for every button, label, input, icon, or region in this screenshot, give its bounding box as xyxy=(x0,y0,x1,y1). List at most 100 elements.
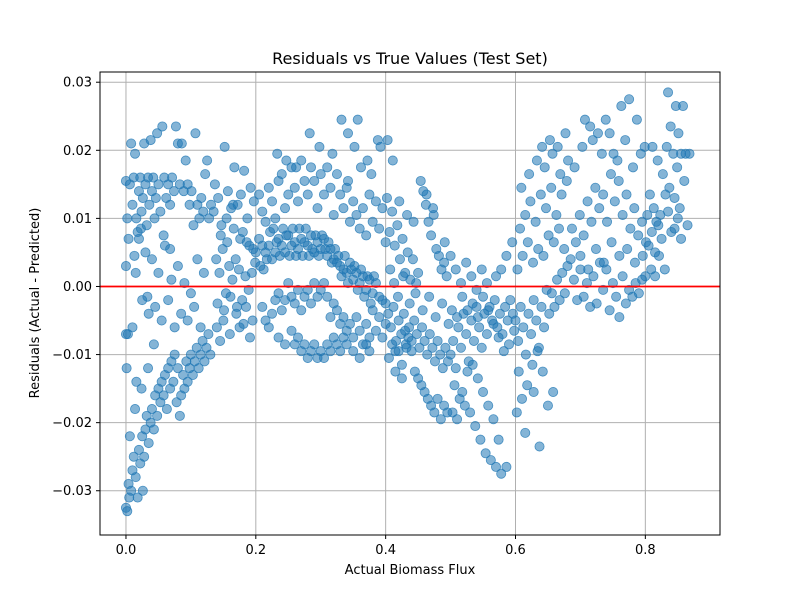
scatter-point xyxy=(647,141,658,152)
scatter-point xyxy=(672,162,683,173)
scatter-point xyxy=(547,148,558,159)
scatter-point xyxy=(244,332,255,343)
scatter-point xyxy=(165,199,176,210)
scatter-point xyxy=(291,162,302,173)
scatter-point xyxy=(448,335,459,346)
scatter-point xyxy=(172,363,183,374)
scatter-point xyxy=(552,274,563,285)
scatter-point xyxy=(598,189,609,200)
scatter-point xyxy=(163,295,174,306)
scatter-point xyxy=(142,291,153,302)
scatter-point xyxy=(684,148,695,159)
scatter-point xyxy=(296,346,307,357)
scatter-point xyxy=(501,250,512,261)
scatter-point xyxy=(512,264,523,275)
scatter-point xyxy=(130,404,141,415)
scatter-point xyxy=(652,155,663,166)
scatter-point xyxy=(273,288,284,299)
scatter-point xyxy=(257,206,268,217)
scatter-point xyxy=(348,332,359,343)
scatter-point xyxy=(450,363,461,374)
scatter-point xyxy=(267,196,278,207)
scatter-point xyxy=(461,329,472,340)
scatter-point xyxy=(528,257,539,268)
scatter-point xyxy=(196,192,207,203)
scatter-point xyxy=(548,237,559,248)
scatter-point xyxy=(394,254,405,265)
scatter-point xyxy=(325,182,336,193)
scatter-point xyxy=(660,189,671,200)
y-tick-label: 0.03 xyxy=(63,76,92,91)
scatter-point xyxy=(342,278,353,289)
scatter-point xyxy=(209,179,220,190)
scatter-point xyxy=(199,356,210,367)
scatter-point xyxy=(590,182,601,193)
scatter-point xyxy=(318,189,329,200)
scatter-point xyxy=(432,393,443,404)
scatter-point xyxy=(192,254,203,265)
scatter-point xyxy=(246,267,257,278)
scatter-point xyxy=(531,155,542,166)
scatter-point xyxy=(157,121,168,132)
scatter-point xyxy=(491,461,502,472)
scatter-point xyxy=(339,250,350,261)
scatter-point xyxy=(169,322,180,333)
scatter-point xyxy=(651,216,662,227)
scatter-point xyxy=(452,414,463,425)
scatter-point xyxy=(218,305,229,316)
scatter-point xyxy=(326,257,337,268)
scatter-point xyxy=(470,421,481,432)
scatter-point xyxy=(607,278,618,289)
scatter-point xyxy=(635,148,646,159)
scatter-point xyxy=(180,155,191,166)
scatter-point xyxy=(653,250,664,261)
scatter-point xyxy=(437,363,448,374)
y-tick-label: −0.01 xyxy=(52,348,92,363)
scatter-point xyxy=(596,148,607,159)
scatter-point xyxy=(146,254,157,265)
scatter-point xyxy=(439,257,450,268)
scatter-point xyxy=(348,346,359,357)
scatter-point xyxy=(565,254,576,265)
scatter-point xyxy=(314,141,325,152)
scatter-point xyxy=(305,298,316,309)
scatter-point xyxy=(172,261,183,272)
scatter-point xyxy=(270,213,281,224)
scatter-point xyxy=(150,301,161,312)
scatter-point xyxy=(195,322,206,333)
scatter-point xyxy=(185,288,196,299)
scatter-point xyxy=(349,141,360,152)
scatter-point xyxy=(491,271,502,282)
scatter-point xyxy=(307,244,318,255)
scatter-point xyxy=(170,121,181,132)
y-axis-label: Residuals (Actual - Predicted) xyxy=(28,208,43,399)
scatter-point xyxy=(585,121,596,132)
scatter-point xyxy=(393,315,404,326)
scatter-point xyxy=(208,206,219,217)
scatter-point xyxy=(283,189,294,200)
scatter-point xyxy=(524,169,535,180)
scatter-point xyxy=(331,305,342,316)
scatter-point xyxy=(556,189,567,200)
scatter-point xyxy=(381,192,392,203)
scatter-point xyxy=(620,298,631,309)
scatter-point xyxy=(404,298,415,309)
scatter-point xyxy=(488,318,499,329)
scatter-point xyxy=(296,155,307,166)
scatter-point xyxy=(137,485,148,496)
scatter-point xyxy=(233,264,244,275)
scatter-point xyxy=(143,363,154,374)
scatter-point xyxy=(357,203,368,214)
scatter-point xyxy=(588,271,599,282)
scatter-point xyxy=(424,291,435,302)
scatter-point xyxy=(235,189,246,200)
scatter-point xyxy=(221,213,232,224)
scatter-point xyxy=(501,461,512,472)
scatter-point xyxy=(171,397,182,408)
scatter-point xyxy=(217,244,228,255)
scatter-point xyxy=(517,250,528,261)
scatter-point xyxy=(352,114,363,125)
scatter-point xyxy=(354,352,365,363)
scatter-point xyxy=(465,407,476,418)
scatter-point xyxy=(457,291,468,302)
